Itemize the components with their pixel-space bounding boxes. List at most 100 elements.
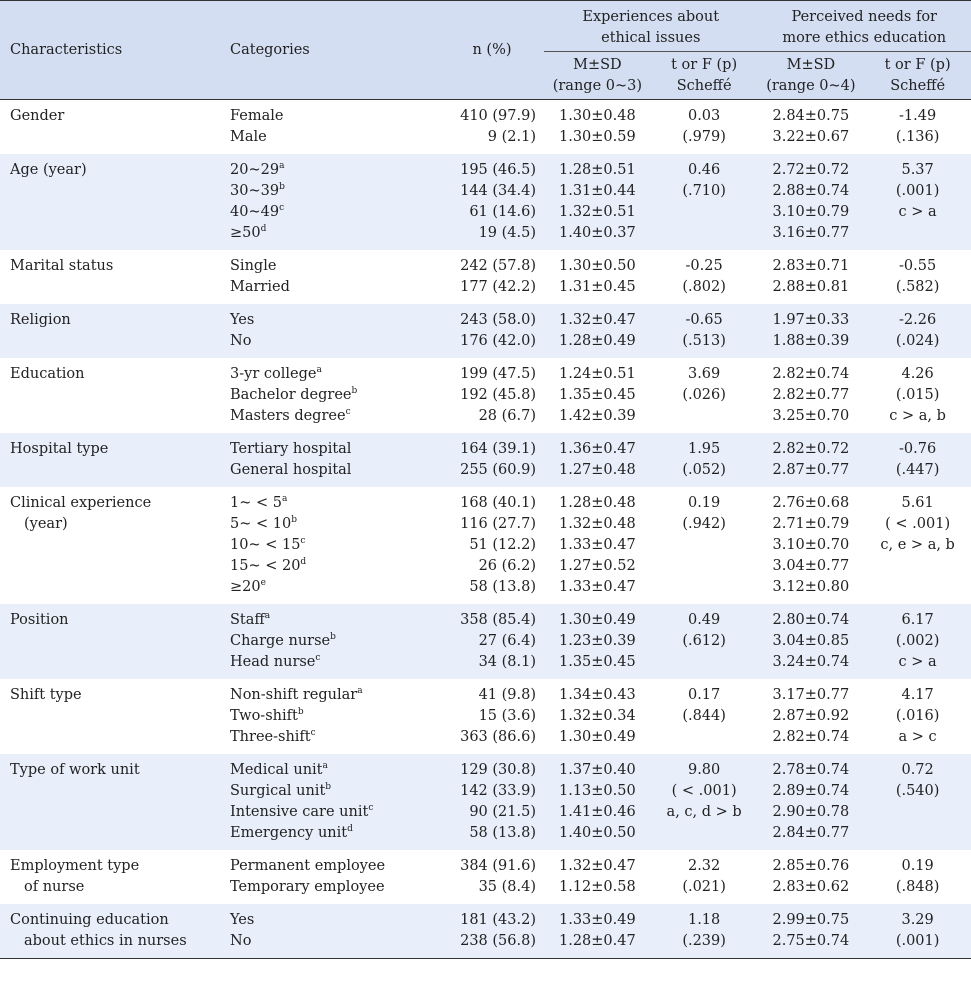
stat-1-cell: 1.95 (.052) (650, 433, 758, 487)
characteristic-cell: Gender (10, 108, 65, 124)
category-cell: Permanent employee Temporary employee (230, 858, 386, 895)
n-pct-cell: 168 (40.1) 116 (27.7) 51 (12.2) 26 (6.2) 58 … (460, 495, 536, 595)
n-pct-cell: 243 (58.0) 176 (42.0) (440, 304, 544, 358)
msd-1-cell: 1.28±0.51 1.31±0.44 1.32±0.51 1.40±0.37 (544, 154, 651, 250)
category-cell: Female Male (230, 108, 284, 145)
table-row: Position Staffa Charge nurseb Head nursec 35… (0, 604, 971, 679)
table-row: Clinical experience (year) 1~ < 5a 5~ < 10b… (0, 487, 971, 604)
characteristic-cell: Marital status (10, 258, 114, 274)
table-row: Employment type of nurse Permanent employe… (0, 850, 971, 904)
category-cell: Staffa Charge nurseb Head nursec (230, 604, 440, 679)
n-pct-cell: 195 (46.5) 144 (34.4) 61 (14.6) 19 (4.5) (440, 154, 544, 250)
stat-2-cell: 6.17 (.002) c > a (864, 604, 971, 679)
n-pct-cell: 242 (57.8) 177 (42.2) (460, 258, 536, 295)
characteristic-cell: Type of work unit (0, 754, 230, 850)
table-row: Marital status Single Married 242 (57.8) 177… (0, 250, 971, 304)
characteristic-cell: Shift type (10, 687, 82, 703)
category-cell: Tertiary hospital General hospital (230, 433, 440, 487)
header-msd-1: M±SD (range 0~3) (544, 51, 651, 100)
table-body: Gender Female Male 410 (97.9) 9 (2.1) 1.30±0.… (0, 100, 971, 959)
n-pct-cell: 199 (47.5) 192 (45.8) 28 (6.7) (460, 366, 536, 424)
category-cell: 1~ < 5a 5~ < 10b 10~ < 15c 15~ < 20d ≥20e (230, 494, 307, 596)
stat-2-cell: 0.72 (.540) (864, 754, 971, 850)
msd-2-cell: 2.78±0.74 2.89±0.74 2.90±0.78 2.84±0.77 (757, 754, 865, 850)
category-cell: Medical unita Surgical unitb Intensive car… (230, 754, 440, 850)
n-pct-cell: 358 (85.4) 27 (6.4) 34 (8.1) (440, 604, 544, 679)
msd-1-cell: 1.36±0.47 1.27±0.48 (544, 433, 651, 487)
stat-1-cell: -0.65 (.513) (650, 304, 758, 358)
stat-1-cell: 2.32 (.021) (682, 858, 726, 895)
stat-2-cell: 5.61( < .001) c, e > a, b (880, 495, 955, 553)
stat-2-cell: 3.29 (.001) (864, 904, 971, 959)
stat-2-cell: -0.55 (.582) (895, 258, 940, 295)
stat-1-cell: -0.25 (.802) (682, 258, 726, 295)
category-cell: Non-shift regulara Two-shiftb Three-shiftc (230, 686, 363, 746)
table-row: Gender Female Male 410 (97.9) 9 (2.1) 1.30±0.… (0, 100, 971, 155)
characteristic-cell: Employment type of nurse (10, 858, 140, 895)
stat-2-cell: 5.37 (.001) c > a (864, 154, 971, 250)
n-pct-cell: 164 (39.1) 255 (60.9) (440, 433, 544, 487)
msd-1-cell: 1.34±0.43 1.32±0.34 1.30±0.49 (559, 687, 636, 745)
msd-2-cell: 2.82±0.72 2.87±0.77 (757, 433, 865, 487)
msd-2-cell: 2.82±0.74 2.82±0.77 3.25±0.70 (772, 366, 850, 424)
header-experiences: Experiences about ethical issues (544, 0, 758, 52)
msd-1-cell: 1.37±0.40 1.13±0.50 1.41±0.46 1.40±0.50 (544, 754, 651, 850)
table-row: Type of work unit Medical unita Surgical u… (0, 754, 971, 850)
table-row: Continuing education about ethics in nurs… (0, 904, 971, 959)
msd-1-cell: 1.32±0.47 1.28±0.49 (544, 304, 651, 358)
stat-1-cell: 9.80( < .001) a, c, d > b (650, 754, 758, 850)
header-n-pct: n (%) (440, 0, 544, 100)
category-cell: 3-yr collegea Bachelor degreeb Masters deg… (230, 365, 358, 425)
msd-2-cell: 2.80±0.74 3.04±0.85 3.24±0.74 (757, 604, 865, 679)
characteristics-table: Characteristics Categories n (%) Experie… (0, 0, 971, 959)
stat-1-cell: 0.03 (.979) (682, 108, 726, 145)
n-pct-cell: 129 (30.8) 142 (33.9) 90 (21.5) 58 (13.8) (440, 754, 544, 850)
characteristic-cell: Continuing education about ethics in nurs… (0, 904, 230, 959)
n-pct-cell: 410 (97.9) 9 (2.1) (460, 108, 536, 145)
stat-1-cell: 3.69 (.026) (682, 366, 726, 403)
stat-2-cell: -0.76 (.447) (864, 433, 971, 487)
msd-1-cell: 1.30±0.48 1.30±0.59 (559, 108, 636, 145)
stat-2-cell: -1.49 (.136) (895, 108, 940, 145)
characteristic-cell: Position (0, 604, 230, 679)
header-msd-2: M±SD (range 0~4) (757, 51, 865, 100)
characteristic-cell: Hospital type (0, 433, 230, 487)
table-row: Religion Yes No 243 (58.0) 176 (42.0) 1.32±0.… (0, 304, 971, 358)
n-pct-cell: 41 (9.8) 15 (3.6) 363 (86.6) (460, 687, 536, 745)
header-characteristics: Characteristics (0, 0, 230, 100)
msd-1-cell: 1.24±0.51 1.35±0.45 1.42±0.39 (559, 366, 636, 424)
msd-2-cell: 1.97±0.33 1.88±0.39 (757, 304, 865, 358)
stat-1-cell: 0.46 (.710) (650, 154, 758, 250)
msd-2-cell: 2.99±0.75 2.75±0.74 (757, 904, 865, 959)
table-row: Education 3-yr collegea Bachelor degreeb Ma… (0, 358, 971, 433)
characteristic-cell: Clinical experience (year) (10, 495, 152, 532)
header-stat-2: t or F (p) Scheffé (864, 51, 971, 100)
category-cell: Yes No (230, 304, 440, 358)
msd-1-cell: 1.32±0.47 1.12±0.58 (559, 858, 636, 895)
msd-2-cell: 2.83±0.71 2.88±0.81 (772, 258, 850, 295)
table-row: Age (year) 20~29a 30~39b 40~49c ≥50d 195 (46.… (0, 154, 971, 250)
msd-1-cell: 1.30±0.50 1.31±0.45 (559, 258, 636, 295)
msd-2-cell: 2.84±0.75 3.22±0.67 (772, 108, 850, 145)
header-perceived-needs: Perceived needs for more ethics educatio… (757, 0, 971, 52)
n-pct-cell: 181 (43.2) 238 (56.8) (440, 904, 544, 959)
characteristic-cell: Age (year) (0, 154, 230, 250)
stat-1-cell: 0.19 (.942) (682, 495, 726, 532)
msd-1-cell: 1.28±0.48 1.32±0.48 1.33±0.47 1.27±0.52 1.33… (559, 495, 636, 595)
header-categories: Categories (230, 0, 440, 100)
msd-1-cell: 1.33±0.49 1.28±0.47 (544, 904, 651, 959)
table-row: Shift type Non-shift regulara Two-shiftb Th… (0, 679, 971, 754)
category-cell: Single Married (230, 258, 290, 295)
stat-1-cell: 1.18 (.239) (650, 904, 758, 959)
stat-1-cell: 0.49 (.612) (650, 604, 758, 679)
stat-2-cell: -2.26 (.024) (864, 304, 971, 358)
stat-1-cell: 0.17 (.844) (682, 687, 726, 724)
msd-1-cell: 1.30±0.49 1.23±0.39 1.35±0.45 (544, 604, 651, 679)
stat-2-cell: 4.26 (.015) c > a, b (889, 366, 946, 424)
table-row: Hospital type Tertiary hospital General ho… (0, 433, 971, 487)
header-stat-1: t or F (p) Scheffé (650, 51, 758, 100)
msd-2-cell: 2.76±0.68 2.71±0.79 3.10±0.70 3.04±0.77 3.12… (772, 495, 850, 595)
n-pct-cell: 384 (91.6) 35 (8.4) (460, 858, 536, 895)
characteristic-cell: Religion (0, 304, 230, 358)
stat-2-cell: 4.17 (.016) a > c (895, 687, 940, 745)
